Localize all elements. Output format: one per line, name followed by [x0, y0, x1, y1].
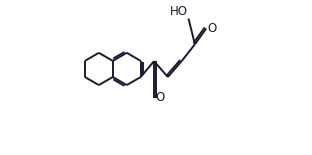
- Text: HO: HO: [170, 5, 188, 18]
- Text: O: O: [208, 22, 217, 35]
- Text: O: O: [156, 91, 165, 104]
